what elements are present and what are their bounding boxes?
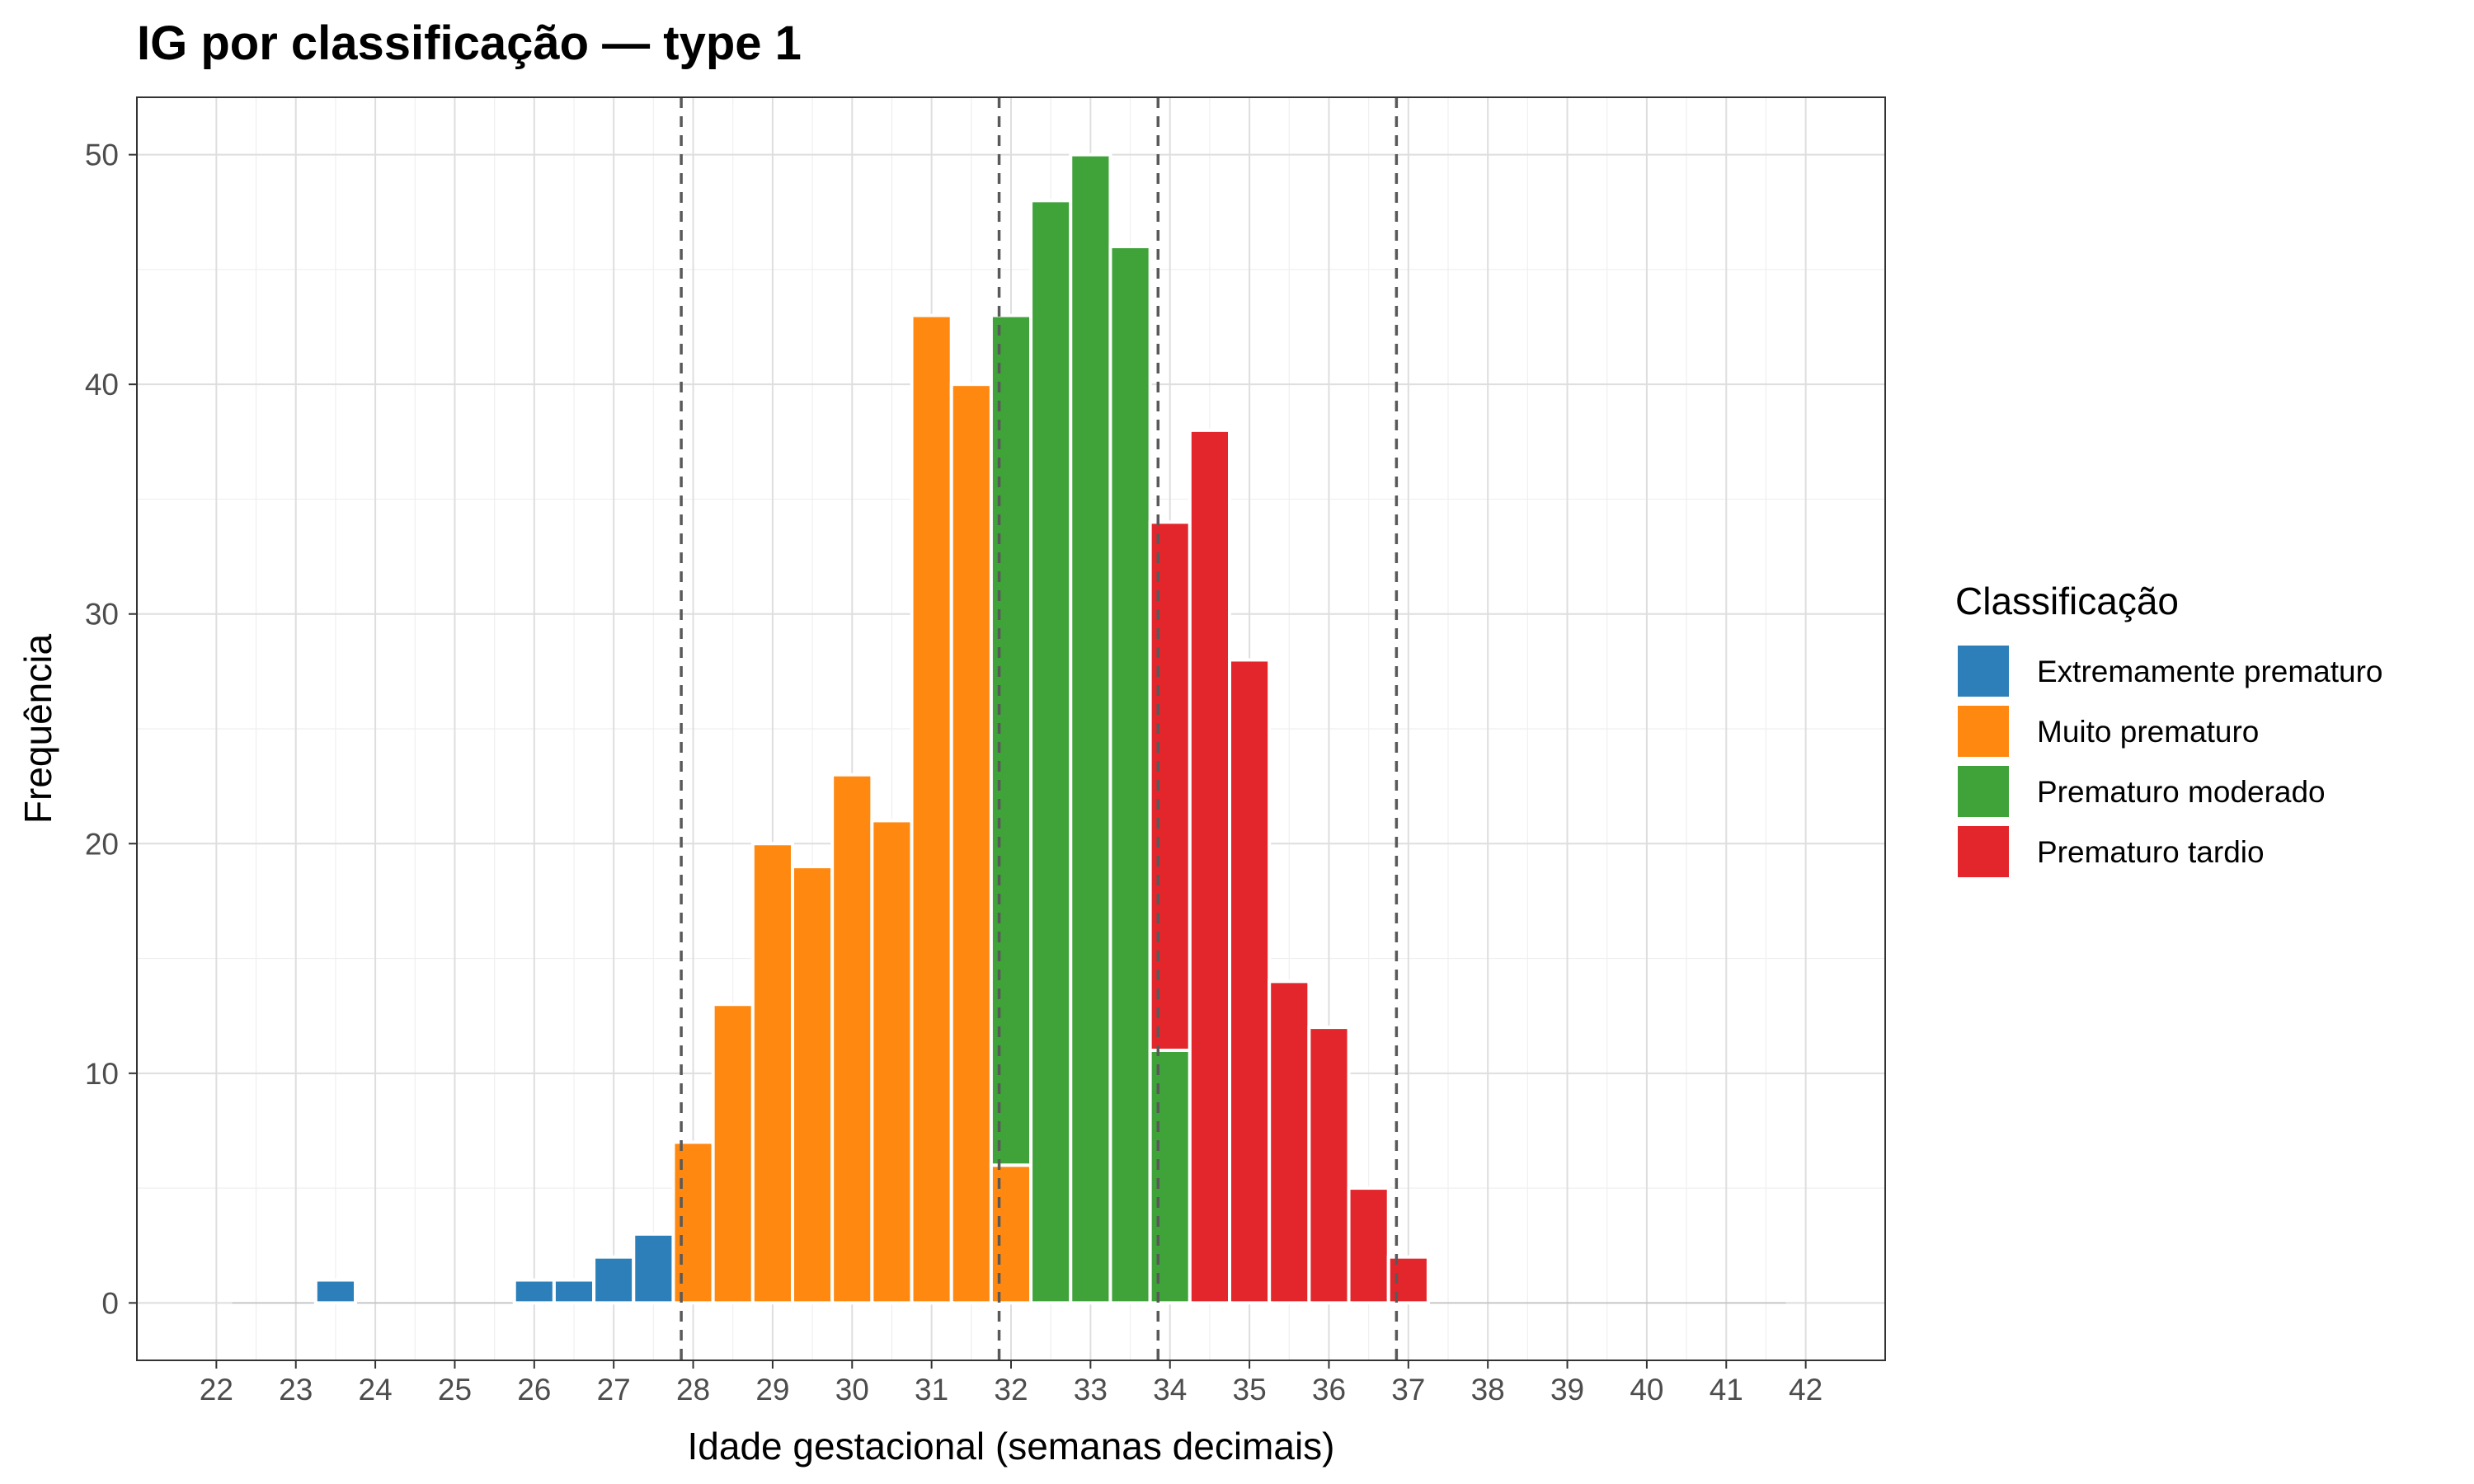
histogram-bar	[1029, 199, 1073, 1305]
x-axis-title: Idade gestacional (semanas decimais)	[688, 1425, 1335, 1468]
histogram-bar	[711, 1003, 755, 1305]
histogram-bar	[592, 1255, 636, 1305]
histogram-bar	[1148, 1048, 1192, 1305]
x-tick-label: 22	[200, 1373, 233, 1407]
x-tick-label: 33	[1074, 1373, 1108, 1407]
legend-label: Prematuro moderado	[2037, 775, 2326, 809]
legend-title: Classificação	[1955, 580, 2179, 622]
histogram-bar	[313, 1278, 357, 1305]
x-tick-label: 35	[1233, 1373, 1267, 1407]
histogram-bar	[1069, 153, 1112, 1305]
legend-items: Extremamente prematuro Muito prematuro Pre…	[1958, 646, 2383, 877]
x-tick-label: 25	[438, 1373, 472, 1407]
x-tick-label: 29	[755, 1373, 789, 1407]
y-tick-label: 30	[85, 598, 119, 632]
histogram-bar	[989, 313, 1033, 1167]
reference-lines	[680, 97, 1399, 1360]
legend-swatch	[1958, 766, 2009, 817]
histogram-bar	[1228, 658, 1272, 1305]
histogram-bar	[512, 1278, 556, 1305]
histogram-bar	[830, 773, 874, 1305]
x-tick-label: 40	[1630, 1373, 1663, 1407]
bars	[313, 153, 1430, 1305]
histogram-bar	[791, 865, 835, 1305]
histogram-bar	[989, 1163, 1033, 1305]
histogram-bar	[750, 842, 794, 1305]
histogram-bar	[671, 1140, 715, 1305]
legend-label: Muito prematuro	[2037, 715, 2259, 749]
x-tick-label: 23	[279, 1373, 313, 1407]
legend-swatch	[1958, 826, 2009, 877]
x-tick-label: 27	[597, 1373, 631, 1407]
x-tick-label: 41	[1710, 1373, 1743, 1407]
y-tick-label: 10	[85, 1057, 119, 1091]
x-tick-label: 42	[1789, 1373, 1823, 1407]
legend-swatch	[1958, 706, 2009, 757]
histogram-bar	[552, 1278, 596, 1305]
histogram-bar	[1268, 979, 1311, 1305]
histogram-bar	[1148, 520, 1192, 1052]
x-tick-label: 24	[359, 1373, 393, 1407]
legend: Classificação Extremamente prematuro Muit…	[1955, 580, 2383, 877]
x-tick-label: 34	[1153, 1373, 1187, 1407]
histogram-bar	[1108, 245, 1152, 1305]
histogram-bar	[632, 1232, 675, 1305]
histogram-bar	[949, 383, 993, 1305]
x-tick-label: 28	[676, 1373, 710, 1407]
chart-title: IG por classificação — type 1	[137, 16, 802, 70]
x-tick-label: 26	[517, 1373, 551, 1407]
x-tick-label: 32	[994, 1373, 1028, 1407]
histogram-bar	[910, 313, 953, 1305]
y-axis-title: Frequência	[16, 634, 59, 824]
legend-label: Extremamente prematuro	[2037, 655, 2383, 688]
x-tick-label: 38	[1471, 1373, 1505, 1407]
y-tick-label: 50	[85, 139, 119, 172]
histogram-bar	[1188, 428, 1232, 1305]
x-tick-label: 36	[1312, 1373, 1346, 1407]
legend-label: Prematuro tardio	[2037, 835, 2265, 869]
y-axis: 0 10 20 30 40 50	[85, 139, 137, 1320]
plot-area	[136, 96, 1886, 1361]
x-tick-label: 37	[1391, 1373, 1425, 1407]
histogram-bar	[870, 819, 914, 1305]
x-axis: 22 23 24 25 26 27 28 29 30 31 32 33 34 35 36 37 38 39 40 41…	[200, 1360, 1823, 1407]
y-tick-label: 40	[85, 368, 119, 402]
histogram-bar	[1386, 1255, 1430, 1305]
x-tick-label: 39	[1550, 1373, 1584, 1407]
histogram-bar	[1307, 1026, 1351, 1305]
x-tick-label: 30	[835, 1373, 869, 1407]
x-tick-label: 31	[915, 1373, 948, 1407]
y-tick-label: 0	[101, 1286, 119, 1320]
y-tick-label: 20	[85, 827, 119, 861]
histogram-bar	[1347, 1186, 1390, 1305]
legend-swatch	[1958, 646, 2009, 697]
